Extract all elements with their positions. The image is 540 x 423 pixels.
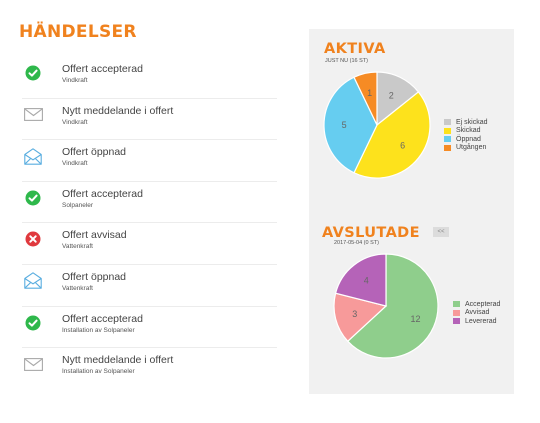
reject-icon bbox=[22, 230, 44, 248]
event-subtitle: Installation av Solpaneler bbox=[62, 368, 135, 376]
legend-item: Avvisad bbox=[453, 309, 500, 317]
avslutade-title: AVSLUTADE bbox=[322, 225, 420, 241]
check-icon bbox=[22, 314, 44, 332]
event-text: Offert accepterad Vindkraft bbox=[62, 63, 143, 85]
legend-label: Skickad bbox=[456, 127, 481, 134]
pie-data-label: 1 bbox=[367, 88, 372, 98]
pie-data-label: 5 bbox=[342, 120, 347, 130]
legend-item: Utgången bbox=[444, 144, 488, 152]
envelope-open-icon bbox=[22, 147, 44, 165]
event-item[interactable]: Offert öppnad Vindkraft bbox=[22, 140, 277, 182]
aktiva-legend: Ej skickad Skickad Öppnad Utgången bbox=[444, 118, 488, 152]
event-item[interactable]: Nytt meddelande i offert Installation av … bbox=[22, 348, 277, 390]
event-text: Offert accepterad Solpaneler bbox=[62, 188, 143, 210]
legend-label: Ej skickad bbox=[456, 118, 488, 126]
legend-swatch bbox=[453, 318, 460, 324]
event-item[interactable]: Offert avvisad Vattenkraft bbox=[22, 223, 277, 265]
charts-panel: AKTIVA JUST NU (16 ST) 2 6 5 1 Ej skickad Sk… bbox=[309, 29, 514, 394]
event-subtitle: Vindkraft bbox=[62, 118, 88, 126]
aktiva-subtitle: JUST NU (16 ST) bbox=[325, 58, 368, 64]
event-title: Nytt meddelande i offert bbox=[62, 354, 174, 367]
pie-slice-levererad[interactable] bbox=[334, 253, 387, 307]
legend-item: Ej skickad bbox=[444, 118, 488, 126]
event-title: Offert öppnad bbox=[62, 146, 127, 159]
legend-swatch bbox=[444, 144, 451, 151]
pie-slice-utgången[interactable] bbox=[353, 71, 378, 126]
pie-slice-avvisad[interactable] bbox=[333, 292, 388, 343]
pie-slice-öppnad[interactable] bbox=[323, 76, 378, 174]
event-text: Offert öppnad Vindkraft bbox=[62, 146, 126, 168]
collapse-button[interactable]: << bbox=[433, 227, 449, 237]
check-icon bbox=[22, 189, 44, 207]
event-item[interactable]: Offert accepterad Installation av Solpane… bbox=[22, 307, 277, 349]
legend-label: Utgången bbox=[456, 144, 487, 151]
pie-data-label: 3 bbox=[352, 309, 357, 319]
legend-label: Accepterad bbox=[465, 300, 501, 308]
aktiva-pie-chart: 2 6 5 1 bbox=[323, 71, 431, 179]
event-title: Offert accepterad bbox=[62, 187, 143, 200]
legend-label: Öppnad bbox=[456, 135, 481, 143]
event-title: Offert öppnad bbox=[62, 270, 127, 283]
event-text: Nytt meddelande i offert Installation av … bbox=[62, 354, 173, 376]
pie-data-label: 6 bbox=[400, 140, 405, 150]
event-subtitle: Installation av Solpaneler bbox=[62, 326, 135, 334]
envelope-open-icon bbox=[22, 272, 44, 290]
event-title: Offert accepterad bbox=[62, 312, 143, 325]
legend-swatch bbox=[444, 127, 451, 134]
event-text: Offert öppnad Vattenkraft bbox=[62, 271, 126, 293]
legend-item: Skickad bbox=[444, 127, 488, 135]
check-icon bbox=[22, 64, 44, 82]
envelope-icon bbox=[22, 355, 44, 373]
event-text: Offert accepterad Installation av Solpane… bbox=[62, 313, 143, 335]
avslutade-pie-chart: 12 3 4 bbox=[333, 253, 439, 359]
avslutade-legend: Accepterad Avvisad Levererad bbox=[453, 300, 500, 326]
event-subtitle: Vattenkraft bbox=[62, 284, 93, 292]
legend-swatch bbox=[444, 119, 451, 125]
legend-item: Accepterad bbox=[453, 300, 500, 308]
event-title: Nytt meddelande i offert bbox=[62, 104, 174, 117]
pie-slice-skickad[interactable] bbox=[353, 91, 431, 179]
events-title: HÄNDELSER bbox=[19, 22, 137, 42]
avslutade-subtitle: 2017-05-04 (0 ST) bbox=[334, 240, 379, 246]
legend-item: Öppnad bbox=[444, 135, 488, 143]
event-item[interactable]: Nytt meddelande i offert Vindkraft bbox=[22, 99, 277, 141]
event-list: Offert accepterad Vindkraft Nytt meddeland… bbox=[22, 57, 277, 390]
event-text: Nytt meddelande i offert Vindkraft bbox=[62, 105, 173, 127]
event-title: Offert accepterad bbox=[62, 63, 143, 75]
legend-label: Levererad bbox=[465, 317, 497, 325]
event-subtitle: Vattenkraft bbox=[62, 243, 93, 251]
legend-swatch bbox=[453, 309, 460, 316]
event-item[interactable]: Offert accepterad Solpaneler bbox=[22, 182, 277, 224]
legend-label: Avvisad bbox=[465, 309, 490, 316]
legend-swatch bbox=[453, 301, 460, 307]
pie-data-label: 4 bbox=[364, 276, 369, 286]
event-text: Offert avvisad Vattenkraft bbox=[62, 229, 127, 251]
event-item[interactable]: Offert accepterad Vindkraft bbox=[22, 57, 277, 99]
event-title: Offert avvisad bbox=[62, 229, 127, 242]
legend-item: Levererad bbox=[453, 317, 500, 325]
aktiva-title: AKTIVA bbox=[324, 41, 386, 57]
pie-data-label: 2 bbox=[389, 90, 394, 100]
pie-data-label: 12 bbox=[411, 314, 421, 324]
event-subtitle: Vindkraft bbox=[62, 160, 88, 168]
envelope-icon bbox=[22, 106, 44, 124]
event-subtitle: Vindkraft bbox=[62, 77, 88, 84]
pie-slice-accepterad[interactable] bbox=[346, 253, 439, 359]
legend-swatch bbox=[444, 136, 451, 142]
event-item[interactable]: Offert öppnad Vattenkraft bbox=[22, 265, 277, 307]
event-subtitle: Solpaneler bbox=[62, 201, 94, 209]
